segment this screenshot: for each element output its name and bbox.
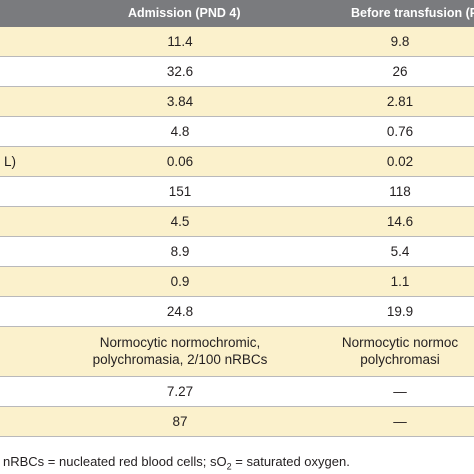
cell-before-transfusion: —: [393, 384, 407, 399]
table-row: 0.9 1.1: [0, 267, 474, 297]
table-row: 11.4 9.8: [0, 27, 474, 57]
table-row: 4.8 0.76: [0, 117, 474, 147]
table-row: 151 118: [0, 177, 474, 207]
table-row: 87 —: [0, 407, 474, 437]
cell-before-transfusion: 1.1: [390, 274, 410, 289]
footnote-subscript: 2: [226, 461, 232, 472]
cell-before-transfusion: 26: [392, 64, 408, 79]
cell-before-transfusion: 0.02: [386, 154, 414, 169]
cell-admission: 0.9: [170, 274, 190, 289]
table-row: L) 0.06 0.02: [0, 147, 474, 177]
cell-before-transfusion: 0.76: [386, 124, 414, 139]
table-row: 3.84 2.81: [0, 87, 474, 117]
table-row: 7.27 —: [0, 377, 474, 407]
table-footnote: nRBCs = nucleated red blood cells; sO2 =…: [3, 454, 350, 472]
cell-admission: 151: [168, 184, 192, 199]
cell-admission: 4.5: [170, 214, 190, 229]
cell-before-transfusion: 5.4: [390, 244, 410, 259]
table-row: 8.9 5.4: [0, 237, 474, 267]
header-before-transfusion: Before transfusion (P: [351, 6, 474, 20]
cell-admission: 87: [172, 414, 188, 429]
row-label: L): [4, 154, 17, 169]
footnote-text-2: = saturated oxygen.: [231, 454, 350, 469]
table-header: Admission (PND 4) Before transfusion (P: [0, 0, 474, 27]
table-row: 4.5 14.6: [0, 207, 474, 237]
cell-before-transfusion: 19.9: [386, 304, 414, 319]
table-row: Normocytic normochromic, polychromasia, 2…: [0, 327, 474, 377]
cell-before-transfusion: Normocytic normoc polychromasi: [341, 335, 459, 367]
table-row: 32.6 26: [0, 57, 474, 87]
cell-before-transfusion: 118: [389, 184, 411, 199]
cell-admission: 0.06: [166, 154, 194, 169]
cell-before-transfusion: 2.81: [386, 94, 414, 109]
cell-admission: 7.27: [166, 384, 194, 399]
cell-admission: 8.9: [170, 244, 190, 259]
cell-admission: Normocytic normochromic, polychromasia, 2…: [92, 335, 268, 367]
cell-admission: 24.8: [166, 304, 194, 319]
cell-admission: 11.4: [167, 34, 193, 49]
table-row: 24.8 19.9: [0, 297, 474, 327]
cell-admission: 3.84: [166, 94, 194, 109]
footnote-text-1: nRBCs = nucleated red blood cells; sO: [3, 454, 227, 469]
cell-before-transfusion: —: [393, 414, 407, 429]
cell-admission: 32.6: [166, 64, 194, 79]
cell-before-transfusion: 9.8: [390, 34, 410, 49]
cell-before-transfusion: 14.6: [386, 214, 414, 229]
row-label: [0, 327, 64, 334]
header-admission: Admission (PND 4): [128, 6, 241, 20]
cell-admission: 4.8: [170, 124, 190, 139]
